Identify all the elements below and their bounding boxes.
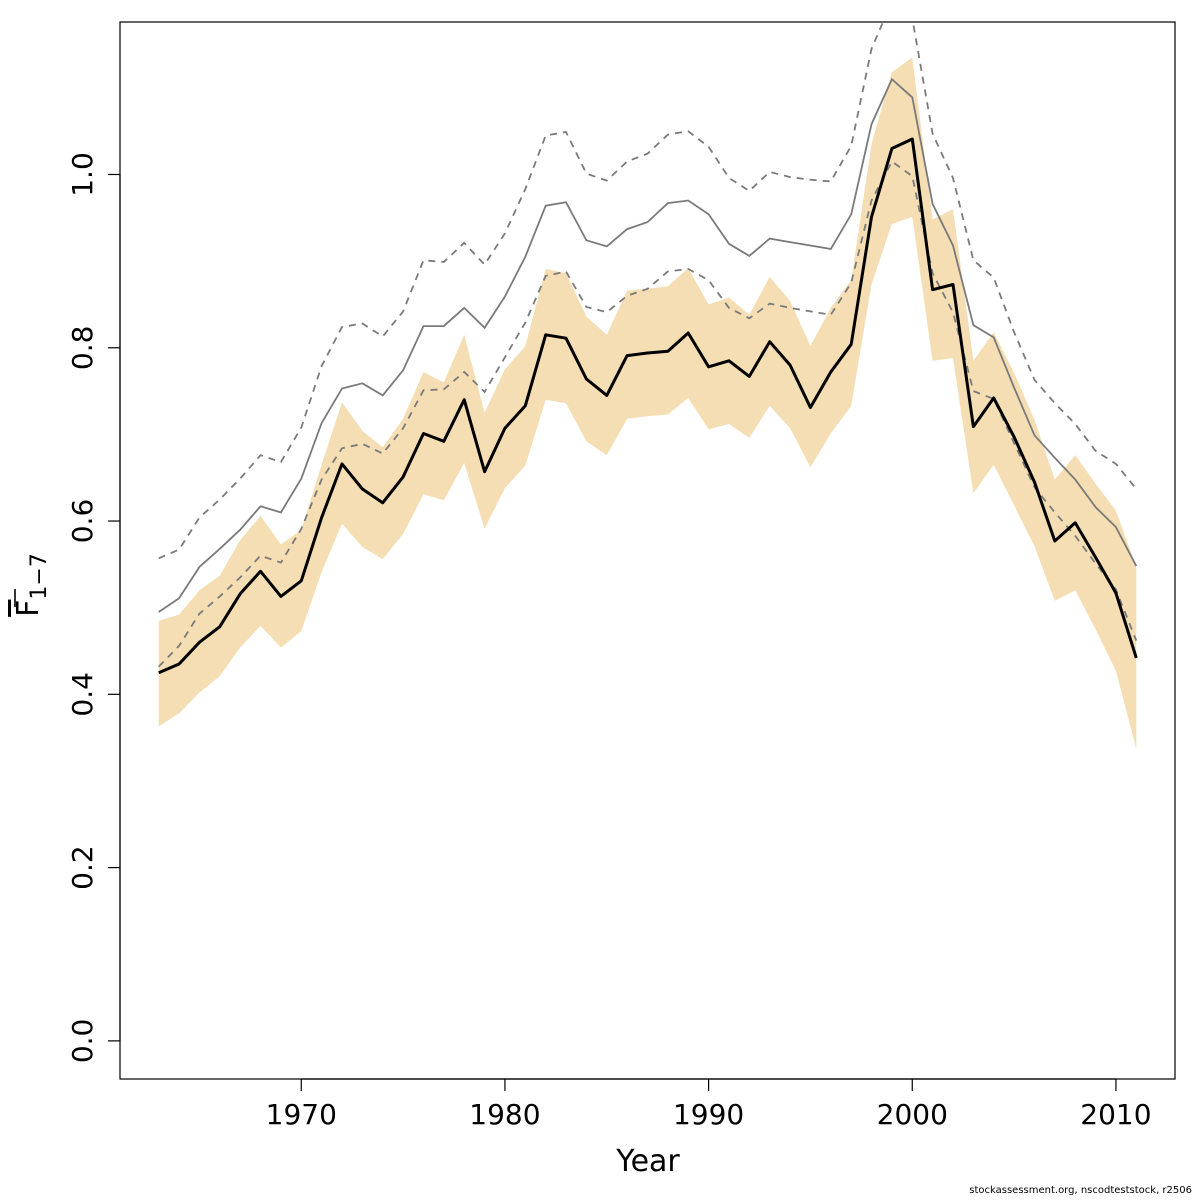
previous-lower-line: [158, 160, 1138, 668]
y-axis-title-subscript: 1−7: [27, 553, 52, 599]
x-tick-label: 1990: [673, 1098, 744, 1131]
y-tick-label: 0.8: [66, 326, 99, 371]
x-tick-label: 1980: [469, 1098, 540, 1131]
y-tick-label: 0.2: [66, 845, 99, 890]
footer-credit: stockassessment.org, nscodteststock, r25…: [969, 1185, 1192, 1196]
y-axis: 0.0 0.2 0.4 0.6 0.8 1.0: [66, 152, 121, 1064]
previous-assessment-layer: [158, 22, 1138, 668]
previous-upper-line: [158, 22, 1137, 560]
y-tick-label: 0.4: [66, 672, 99, 717]
y-tick-label: 0.6: [66, 499, 99, 544]
estimate-line: [158, 137, 1138, 675]
x-tick-label: 2000: [877, 1098, 948, 1131]
previous-estimate-line: [158, 77, 1138, 613]
y-axis-title-main: F: [11, 600, 46, 617]
svg-text:F1−7: F1−7: [11, 553, 52, 617]
y-axis-title: F1−7: [11, 553, 52, 617]
x-axis-title: Year: [615, 1144, 680, 1179]
x-axis: 1970 1980 1990 2000 2010: [266, 1078, 1152, 1131]
x-tick-label: 1970: [266, 1098, 337, 1131]
confidence-band: [158, 57, 1137, 749]
y-tick-label: 0.0: [66, 1019, 99, 1064]
y-tick-label: 1.0: [66, 152, 99, 197]
x-tick-label: 2010: [1080, 1098, 1151, 1131]
confidence-band-layer: [158, 57, 1137, 749]
estimate-layer: [158, 137, 1138, 675]
